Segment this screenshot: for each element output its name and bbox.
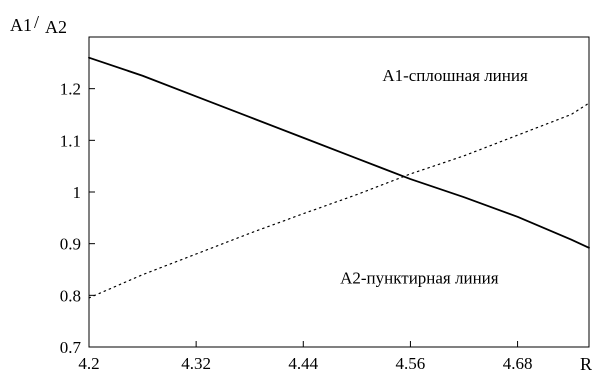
y-axis-ticks: 0.7 0.8 0.9 1 1.1 1.2 <box>60 80 95 357</box>
plot-frame <box>88 36 590 348</box>
x-tick-label: 4.44 <box>288 354 318 373</box>
x-tick-label: 4.56 <box>396 354 426 373</box>
plot-area: 4.2 4.32 4.44 4.56 4.68 0.7 0.8 0.9 1 1.1 1.2 A1-… <box>60 36 590 373</box>
annotations-layer: A1-сплошная линия A2-пунктирная линия <box>340 66 528 288</box>
annotation-a2-dotted: A2-пунктирная линия <box>340 268 499 287</box>
x-tick-label: 4.68 <box>503 354 533 373</box>
series-a1-solid-line <box>88 56 590 249</box>
y-tick-label: 1.1 <box>60 131 81 150</box>
y-tick-label: 0.7 <box>60 338 82 357</box>
y-tick-label: 1.2 <box>60 80 81 99</box>
y-tick-label: 0.8 <box>60 286 81 305</box>
y-tick-label: 1 <box>73 183 82 202</box>
annotation-a1-solid: A1-сплошная линия <box>382 66 528 85</box>
x-tick-label: 4.2 <box>78 354 99 373</box>
y-axis-label-numerator: A1 <box>10 15 32 35</box>
y-tick-label: 0.9 <box>60 235 81 254</box>
y-axis-label-denominator: A2 <box>45 17 67 37</box>
x-axis-label: R <box>580 354 592 374</box>
x-axis-ticks: 4.2 4.32 4.44 4.56 4.68 <box>78 341 532 373</box>
x-tick-label: 4.32 <box>181 354 211 373</box>
series-layer <box>88 56 590 299</box>
y-axis-label-slash: / <box>34 12 39 32</box>
series-a2-dotted-line <box>88 102 590 299</box>
